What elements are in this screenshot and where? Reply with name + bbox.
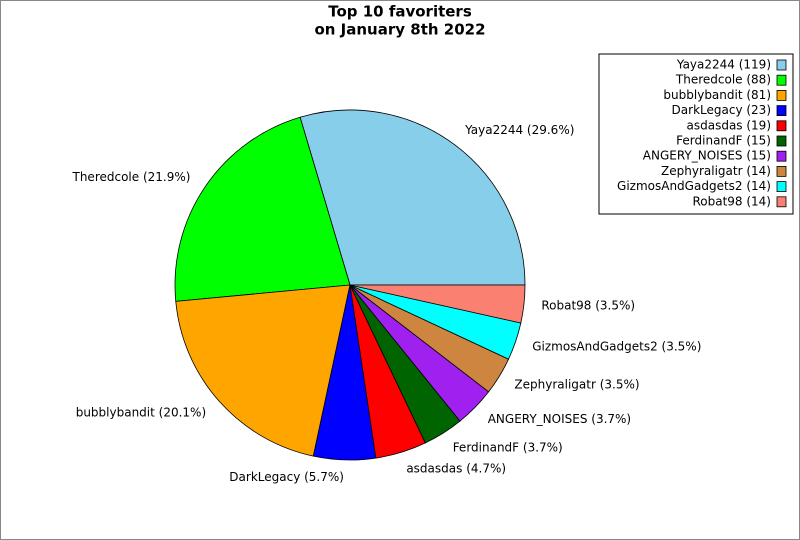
- pie-slice: [175, 284, 351, 457]
- chart-title: on January 8th 2022: [314, 21, 485, 39]
- slice-label: Zephyraligatr (3.5%): [514, 378, 639, 392]
- pie-slice: [349, 284, 526, 324]
- chart-title: Top 10 favoriters: [328, 3, 472, 21]
- legend-swatch: [776, 181, 787, 193]
- slice-label: asdasdas (4.7%): [406, 462, 506, 476]
- legend-label: Zephyraligatr (14): [661, 164, 771, 178]
- legend-swatch: [776, 135, 787, 147]
- legend-label: ANGERY_NOISES (15): [643, 149, 771, 163]
- legend-label: DarkLegacy (23): [672, 103, 771, 117]
- legend-label: Robat98 (14): [692, 194, 771, 208]
- legend-swatch: [776, 90, 787, 101]
- legend-label: FerdinandF (15): [676, 134, 771, 148]
- legend-swatch: [776, 74, 787, 86]
- slice-label: Robat98 (3.5%): [541, 299, 635, 313]
- pie-slice: [299, 109, 526, 286]
- legend-swatch: [776, 105, 787, 116]
- legend-swatch: [776, 120, 787, 132]
- legend-box: [598, 53, 794, 215]
- slice-label: bubblybandit (20.1%): [76, 405, 206, 419]
- legend-swatch: [776, 165, 787, 177]
- legend-swatch: [776, 59, 787, 71]
- legend-label: Theredcole (88): [675, 73, 771, 87]
- legend-label: asdasdas (19): [687, 118, 772, 132]
- legend-swatch: [776, 150, 787, 162]
- slice-label: DarkLegacy (5.7%): [229, 470, 344, 484]
- legend-label: GizmosAndGadgets2 (14): [617, 179, 771, 193]
- legend-swatch: [776, 196, 787, 208]
- slice-label: FerdinandF (3.7%): [453, 440, 563, 454]
- legend-label: bubblybandit (81): [663, 88, 771, 102]
- slice-label: GizmosAndGadgets2 (3.5%): [532, 340, 701, 354]
- slice-label: Theredcole (21.9%): [72, 170, 191, 184]
- slice-label: Yaya2244 (29.6%): [464, 123, 574, 137]
- pie-slice: [174, 116, 351, 302]
- slice-label: ANGERY_NOISES (3.7%): [488, 412, 631, 426]
- legend-label: Yaya2244 (119): [676, 58, 771, 72]
